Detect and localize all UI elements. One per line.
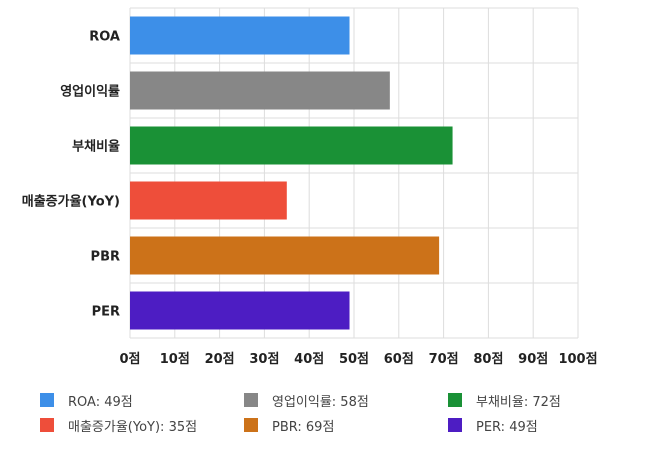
category-label: PER [92, 305, 120, 320]
legend-label: PBR: 69점 [272, 419, 335, 435]
legend-item[interactable]: ROA: 49점 [40, 390, 133, 410]
grid-lines [129, 7, 579, 339]
bar[interactable] [130, 291, 350, 330]
legend-label: 매출증가율(YoY): 35점 [68, 419, 198, 435]
legend-swatch [448, 393, 462, 407]
bar[interactable] [130, 16, 350, 55]
legend-label: PER: 49점 [476, 419, 538, 435]
legend-item[interactable]: 부채비율: 72점 [448, 390, 561, 410]
category-label: PBR [91, 250, 120, 265]
legend-label: ROA: 49점 [68, 394, 133, 410]
category-label: ROA [89, 30, 120, 45]
bar[interactable] [130, 126, 453, 165]
bar[interactable] [130, 71, 390, 110]
x-tick-label: 80점 [473, 352, 503, 367]
category-label: 영업이익률 [60, 84, 120, 100]
bar[interactable] [130, 181, 287, 220]
bar[interactable] [130, 236, 440, 275]
x-axis-tick-labels: 0점 10점 20점 30점 40점 50점 60점 70점 80점 90점 100점 [119, 352, 597, 367]
legend-item[interactable]: 영업이익률: 58점 [244, 390, 369, 410]
legend-swatch [40, 418, 54, 432]
x-tick-label: 30점 [249, 352, 279, 367]
bars [130, 16, 453, 330]
legend-item[interactable]: PER: 49점 [448, 415, 538, 435]
legend-swatch [244, 393, 258, 407]
x-tick-label: 50점 [339, 352, 369, 367]
legend-item[interactable]: PBR: 69점 [244, 415, 334, 435]
category-label: 부채비율 [72, 139, 120, 155]
x-tick-label: 90점 [518, 352, 548, 367]
x-tick-label: 0점 [119, 352, 140, 367]
x-tick-label: 70점 [429, 352, 459, 367]
category-label: 매출증가율(YoY) [22, 194, 120, 210]
x-tick-label: 20점 [205, 352, 235, 367]
x-tick-label: 10점 [160, 352, 190, 367]
legend-label: 영업이익률: 58점 [272, 394, 369, 410]
x-tick-label: 60점 [384, 352, 414, 367]
legend-item[interactable]: 매출증가율(YoY): 35점 [40, 415, 197, 435]
legend-swatch [448, 418, 462, 432]
legend-label: 부채비율: 72점 [476, 394, 561, 410]
x-tick-label: 100점 [558, 352, 597, 367]
legend-swatch [244, 418, 258, 432]
x-tick-label: 40점 [294, 352, 324, 367]
legend-swatch [40, 393, 54, 407]
